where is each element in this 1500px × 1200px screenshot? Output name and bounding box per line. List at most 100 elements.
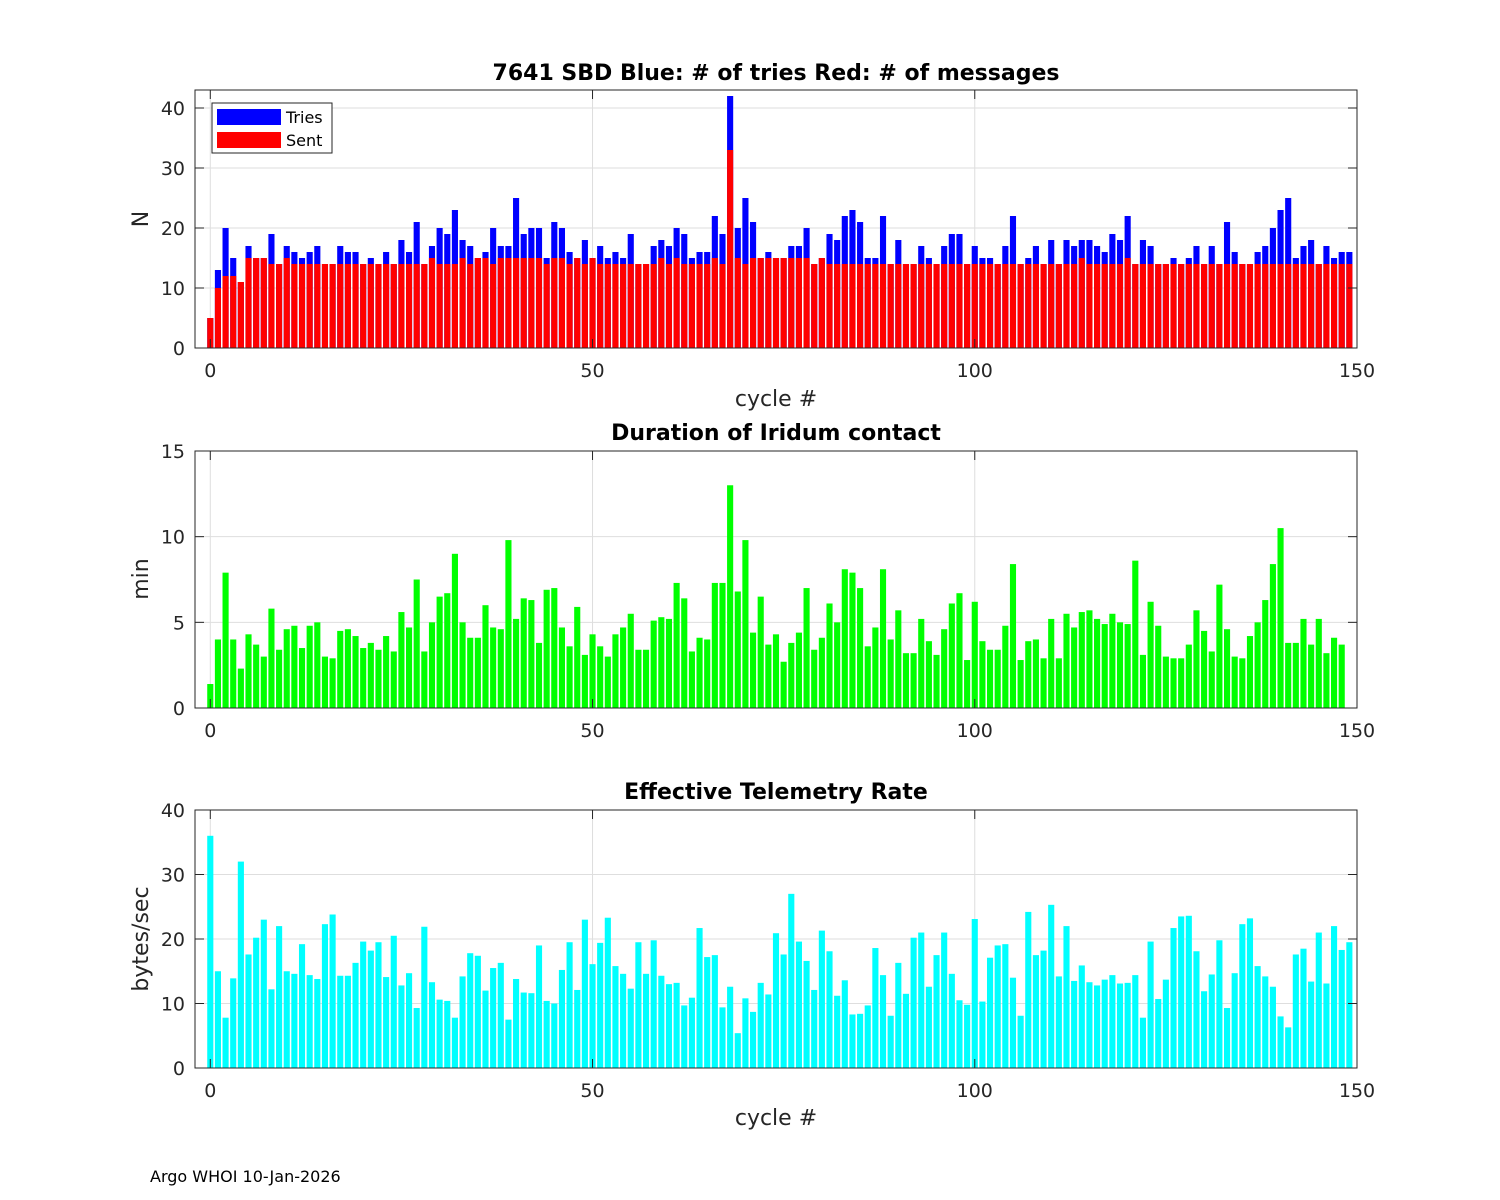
- bar-duration: [367, 642, 374, 708]
- bar-rate: [581, 919, 588, 1068]
- bar-rate: [1040, 950, 1047, 1068]
- bar-rate: [398, 985, 405, 1068]
- bar-duration: [1094, 618, 1101, 708]
- bar-duration: [734, 591, 741, 708]
- bar-duration: [688, 651, 695, 708]
- bar-duration: [1285, 642, 1292, 708]
- bar-duration: [1185, 644, 1192, 708]
- bar-duration: [834, 622, 841, 708]
- bar-duration: [719, 582, 726, 708]
- bar-sent: [757, 258, 764, 348]
- bar-sent: [352, 264, 359, 348]
- bar-rate: [665, 984, 673, 1068]
- bar-rate: [337, 975, 344, 1068]
- bar-sent: [513, 258, 520, 348]
- bar-sent: [673, 258, 680, 348]
- bar-sent: [986, 264, 994, 348]
- bar-sent: [1246, 264, 1254, 348]
- y-tick-label: 5: [173, 612, 185, 634]
- bar-duration: [1032, 639, 1039, 708]
- bar-rate: [658, 975, 665, 1068]
- bar-duration: [665, 618, 673, 708]
- bar-sent: [933, 264, 940, 348]
- bar-sent: [283, 258, 290, 348]
- bar-duration: [1109, 613, 1116, 708]
- bar-duration: [421, 651, 428, 708]
- bar-sent: [543, 264, 550, 348]
- bar-sent: [1025, 264, 1032, 348]
- bar-duration: [1201, 630, 1208, 708]
- bar-sent: [1277, 264, 1284, 348]
- bar-rate: [750, 1011, 757, 1068]
- bar-sent: [925, 264, 932, 348]
- bar-rate: [1285, 1027, 1292, 1068]
- bar-duration: [1292, 642, 1299, 708]
- bar-sent: [849, 264, 856, 348]
- bar-sent: [788, 258, 795, 348]
- x-tick-label: 0: [204, 360, 216, 382]
- bar-sent: [474, 258, 481, 348]
- bar-sent: [520, 258, 527, 348]
- bar-sent: [360, 264, 367, 348]
- bar-rate: [207, 835, 214, 1068]
- bar-sent: [1315, 264, 1322, 348]
- bar-rate: [558, 969, 566, 1068]
- bar-sent: [727, 150, 734, 348]
- bar-duration: [681, 598, 688, 708]
- bar-duration: [1147, 601, 1154, 708]
- bar-duration: [941, 629, 948, 708]
- bar-rate: [1223, 1008, 1231, 1068]
- bar-sent: [505, 258, 512, 348]
- bar-rate: [505, 1019, 512, 1068]
- bar-duration: [925, 641, 932, 708]
- bar-duration: [1009, 564, 1017, 708]
- bar-rate: [620, 973, 627, 1068]
- bar-sent: [551, 258, 558, 348]
- bar-rate: [604, 917, 611, 1068]
- bar-rate: [390, 935, 397, 1068]
- bar-rate: [1308, 981, 1315, 1068]
- bar-sent: [834, 264, 841, 348]
- bar-rate: [283, 971, 290, 1068]
- bar-duration: [543, 589, 550, 708]
- x-tick-label: 0: [204, 1080, 216, 1102]
- x-axis-label: cycle #: [735, 387, 817, 412]
- bar-rate: [306, 975, 313, 1068]
- bar-duration: [482, 605, 489, 708]
- bar-sent: [902, 264, 910, 348]
- y-tick-label: 40: [161, 800, 185, 822]
- bar-rate: [535, 945, 543, 1068]
- bar-rate: [849, 1014, 856, 1068]
- bar-sent: [696, 264, 703, 348]
- bar-rate: [344, 975, 351, 1068]
- bar-duration: [902, 653, 910, 708]
- bar-rate: [986, 957, 994, 1068]
- y-tick-label: 15: [161, 441, 185, 463]
- bar-sent: [1269, 264, 1276, 348]
- x-tick-label: 100: [957, 720, 993, 742]
- bar-sent: [1231, 264, 1238, 348]
- bar-sent: [497, 258, 504, 348]
- bar-rate: [772, 933, 780, 1068]
- bar-rate: [994, 945, 1001, 1068]
- bar-rate: [253, 937, 260, 1068]
- bar-rate: [1185, 915, 1192, 1068]
- bar-rate: [490, 968, 497, 1068]
- bar-duration: [535, 642, 543, 708]
- y-tick-label: 30: [161, 865, 185, 887]
- bar-sent: [398, 264, 405, 348]
- bar-duration: [742, 540, 749, 708]
- chart-title: Duration of Iridum contact: [611, 421, 941, 446]
- legend-swatch-tries: [217, 109, 281, 125]
- bar-sent: [1116, 264, 1124, 348]
- bar-duration: [918, 618, 925, 708]
- bar-sent: [872, 264, 879, 348]
- x-tick-label: 50: [580, 360, 604, 382]
- bar-duration: [604, 656, 611, 708]
- bar-duration: [772, 634, 780, 708]
- bar-rate: [1346, 942, 1353, 1068]
- plot-frame: [194, 450, 1358, 709]
- bar-duration: [1040, 658, 1047, 708]
- bar-sent: [1162, 264, 1169, 348]
